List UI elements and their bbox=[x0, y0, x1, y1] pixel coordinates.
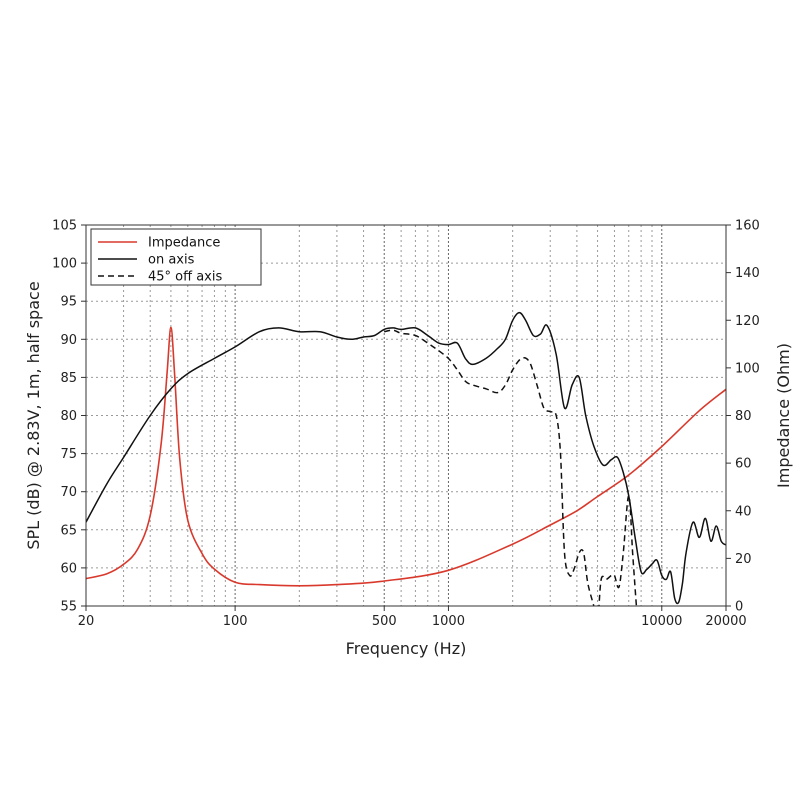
legend: Impedance on axis 45° off axis bbox=[90, 228, 262, 286]
x-tick-label: 10000 bbox=[641, 614, 682, 629]
legend-label-impedance: Impedance bbox=[148, 236, 220, 251]
y-axis-title-left: SPL (dB) @ 2.83V, 1m, half space bbox=[24, 281, 43, 549]
y2-tick-label: 120 bbox=[735, 314, 760, 329]
y2-tick-label: 20 bbox=[735, 552, 752, 567]
y2-tick-label: 160 bbox=[735, 219, 760, 234]
x-tick-label: 20000 bbox=[705, 614, 746, 629]
y2-tick-label: 0 bbox=[735, 600, 743, 615]
y2-tick-label: 100 bbox=[735, 361, 760, 376]
grid-lines bbox=[86, 225, 726, 606]
y-tick-label: 90 bbox=[60, 333, 77, 348]
y2-tick-label: 140 bbox=[735, 266, 760, 281]
y-tick-label: 55 bbox=[60, 600, 77, 615]
y-tick-label: 85 bbox=[60, 371, 77, 386]
x-tick-label: 1000 bbox=[432, 614, 465, 629]
y-tick-label: 70 bbox=[60, 485, 77, 500]
y-tick-label: 80 bbox=[60, 409, 77, 424]
series-line-impedance bbox=[86, 326, 726, 587]
legend-label-on-axis: on axis bbox=[148, 253, 195, 268]
y-tick-label: 105 bbox=[52, 219, 77, 234]
series-line-off-axis-45 bbox=[384, 329, 638, 606]
y-tick-label: 95 bbox=[60, 295, 77, 310]
x-tick-label: 500 bbox=[372, 614, 397, 629]
y2-tick-label: 60 bbox=[735, 457, 752, 472]
legend-label-off-axis: 45° off axis bbox=[148, 270, 222, 285]
x-tick-label: 20 bbox=[78, 614, 95, 629]
data-series bbox=[86, 311, 726, 606]
y-axis-title-right: Impedance (Ohm) bbox=[774, 343, 793, 488]
x-axis-title: Frequency (Hz) bbox=[346, 639, 467, 658]
tick-labels: 20 100 500 1000 10000 20000556065707580859095… bbox=[52, 219, 760, 630]
y-tick-label: 65 bbox=[60, 523, 77, 538]
y-tick-label: 100 bbox=[52, 257, 77, 272]
y2-tick-label: 40 bbox=[735, 504, 752, 519]
y-tick-label: 75 bbox=[60, 447, 77, 462]
series-line-on-axis bbox=[86, 311, 726, 605]
y-tick-label: 60 bbox=[60, 561, 77, 576]
y2-tick-label: 80 bbox=[735, 409, 752, 424]
x-tick-label: 100 bbox=[223, 614, 248, 629]
